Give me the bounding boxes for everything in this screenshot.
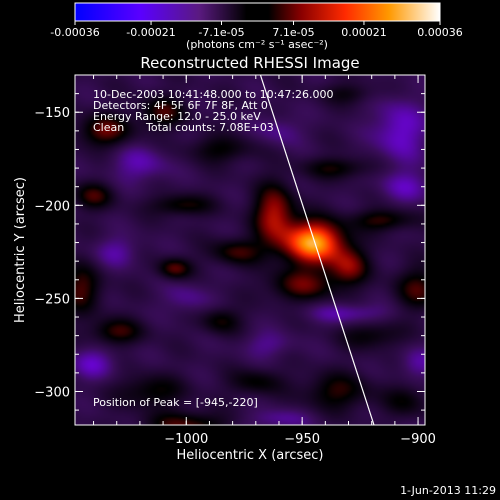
detectors-text: Detectors: 4F 5F 6F 7F 8F, Att 0	[93, 99, 268, 112]
peak-position-text: Position of Peak = [-945,-220]	[93, 396, 258, 409]
plot-frame	[74, 74, 426, 426]
chart-title: Reconstructed RHESSI Image	[140, 54, 359, 72]
y-axis-label: Heliocentric Y (arcsec)	[13, 177, 28, 323]
algorithm-text: Clean	[93, 121, 124, 134]
colorbar-ticks: -0.00036 -0.00021 -7.1e-05 7.1e-05 0.00021 0.…	[50, 21, 463, 39]
x-tick-label: −950	[284, 432, 320, 447]
colorbar-tick-label: 7.1e-05	[272, 26, 314, 39]
colorbar-tick-label: -0.00021	[126, 26, 175, 39]
x-axis: −1000 −950 −900	[93, 75, 436, 447]
footer-date: 1-Jun-2013 11:29	[400, 484, 496, 497]
colorbar-units: (photons cm⁻² s⁻¹ asec⁻²)	[186, 38, 328, 51]
colorbar-tick-label: -0.00036	[50, 26, 99, 39]
y-tick-label: −300	[34, 385, 70, 400]
y-axis: −150 −200 −250 −300	[34, 74, 425, 411]
heatmap-image	[75, 75, 425, 425]
colorbar-tick-label: -7.1e-05	[198, 26, 244, 39]
y-tick-label: −250	[34, 292, 70, 307]
info-block: 10-Dec-2003 10:41:48.000 to 10:47:26.000…	[93, 88, 334, 134]
colorbar-tick-label: 0.00021	[341, 26, 387, 39]
solar-limb-line	[259, 75, 375, 425]
colorbar-tick-label: 0.00036	[417, 26, 463, 39]
colorbar-strip	[74, 2, 441, 22]
y-tick-label: −200	[34, 199, 70, 214]
colorbar: -0.00036 -0.00021 -7.1e-05 7.1e-05 0.00021 0.…	[50, 2, 463, 51]
x-tick-label: −1000	[164, 432, 208, 447]
x-tick-label: −900	[400, 432, 436, 447]
energy-range-text: Energy Range: 12.0 - 25.0 keV	[93, 110, 261, 123]
time-range-text: 10-Dec-2003 10:41:48.000 to 10:47:26.000	[93, 88, 334, 101]
x-axis-label: Heliocentric X (arcsec)	[177, 448, 324, 463]
y-tick-label: −150	[34, 106, 70, 121]
total-counts-text: Total counts: 7.08E+03	[145, 121, 274, 134]
